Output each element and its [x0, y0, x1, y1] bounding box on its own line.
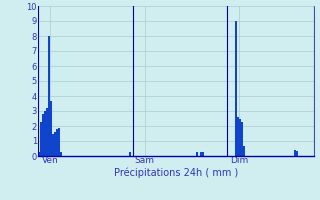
Bar [50, 100, 52, 156]
Bar [237, 117, 239, 156]
Bar [241, 121, 243, 156]
Bar [42, 114, 44, 156]
Bar [200, 152, 202, 156]
Bar [44, 111, 46, 156]
Bar [196, 152, 198, 156]
Bar [46, 108, 48, 156]
Bar [129, 152, 131, 156]
Bar [243, 146, 245, 156]
Bar [294, 150, 296, 156]
Bar [56, 129, 58, 156]
Bar [58, 128, 60, 156]
Bar [296, 151, 298, 156]
Bar [54, 132, 56, 156]
X-axis label: Précipitations 24h ( mm ): Précipitations 24h ( mm ) [114, 168, 238, 178]
Bar [52, 134, 54, 156]
Bar [38, 152, 40, 156]
Bar [202, 152, 204, 156]
Bar [239, 118, 241, 156]
Bar [60, 152, 62, 156]
Bar [235, 21, 237, 156]
Bar [48, 36, 50, 156]
Bar [40, 121, 42, 156]
